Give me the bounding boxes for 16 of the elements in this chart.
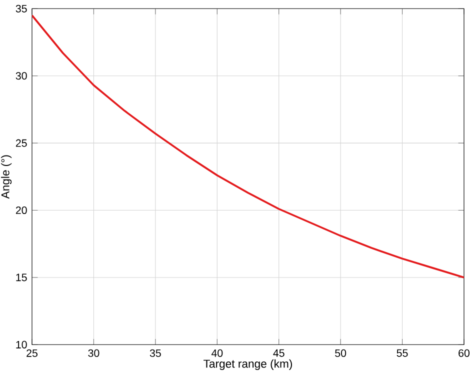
x-tick-label: 30	[88, 349, 100, 357]
y-tick-label: 15	[16, 274, 27, 282]
x-tick-label: 35	[150, 349, 161, 357]
y-tick-label: 30	[16, 72, 27, 80]
y-tick-label: 20	[16, 206, 27, 214]
x-axis-title: Target range (km)	[204, 359, 292, 370]
y-tick-label: 25	[16, 139, 27, 147]
x-tick-label: 55	[396, 349, 408, 357]
x-tick-label: 40	[211, 349, 223, 357]
y-axis-title: Angle (°)	[1, 155, 12, 199]
y-tick-label: 10	[16, 340, 27, 348]
x-tick-label: 60	[458, 349, 470, 357]
x-tick-label: 25	[26, 349, 38, 357]
x-tick-label: 45	[273, 349, 284, 357]
x-tick-label: 50	[335, 349, 346, 357]
y-tick-label: 35	[16, 4, 27, 12]
